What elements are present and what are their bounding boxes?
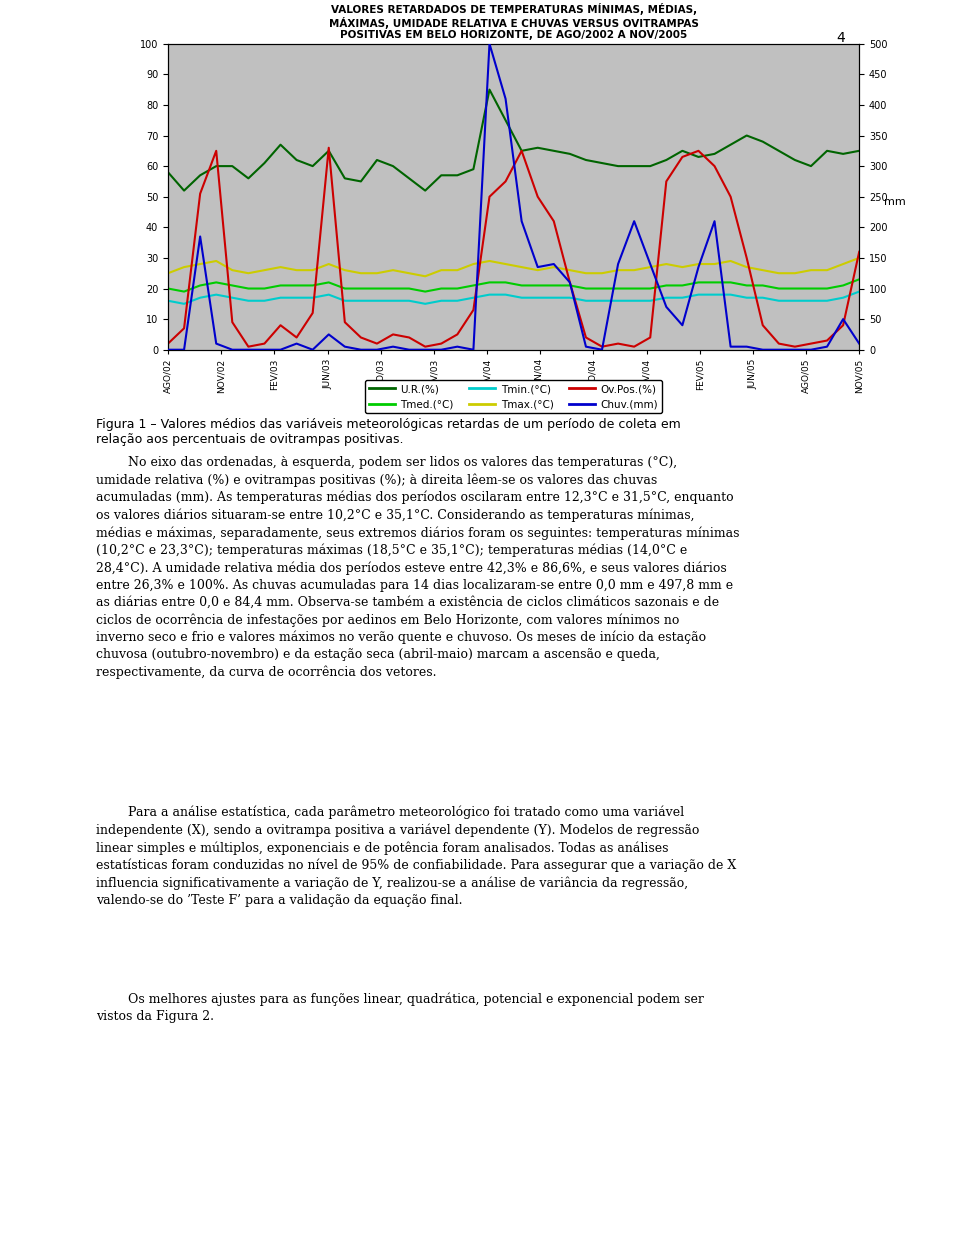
Legend: U.R.(%), Tmed.(°C), Tmin.(°C), Tmax.(°C), Ov.Pos.(%), Chuv.(mm): U.R.(%), Tmed.(°C), Tmin.(°C), Tmax.(°C)… [365,380,662,413]
Y-axis label: mm: mm [883,197,905,207]
Text: 4: 4 [836,31,845,45]
Text: Para a análise estatística, cada parâmetro meteorológico foi tratado como uma va: Para a análise estatística, cada parâmet… [96,806,736,907]
Title: VALORES RETARDADOS DE TEMPERATURAS MÍNIMAS, MÉDIAS,
MÁXIMAS, UMIDADE RELATIVA E : VALORES RETARDADOS DE TEMPERATURAS MÍNIM… [328,2,699,40]
Text: No eixo das ordenadas, à esquerda, podem ser lidos os valores das temperaturas (: No eixo das ordenadas, à esquerda, podem… [96,456,739,679]
Text: Figura 1 – Valores médios das variáveis meteorológicas retardas de um período de: Figura 1 – Valores médios das variáveis … [96,418,681,446]
Text: Os melhores ajustes para as funções linear, quadrática, potencial e exponencial : Os melhores ajustes para as funções line… [96,993,704,1023]
